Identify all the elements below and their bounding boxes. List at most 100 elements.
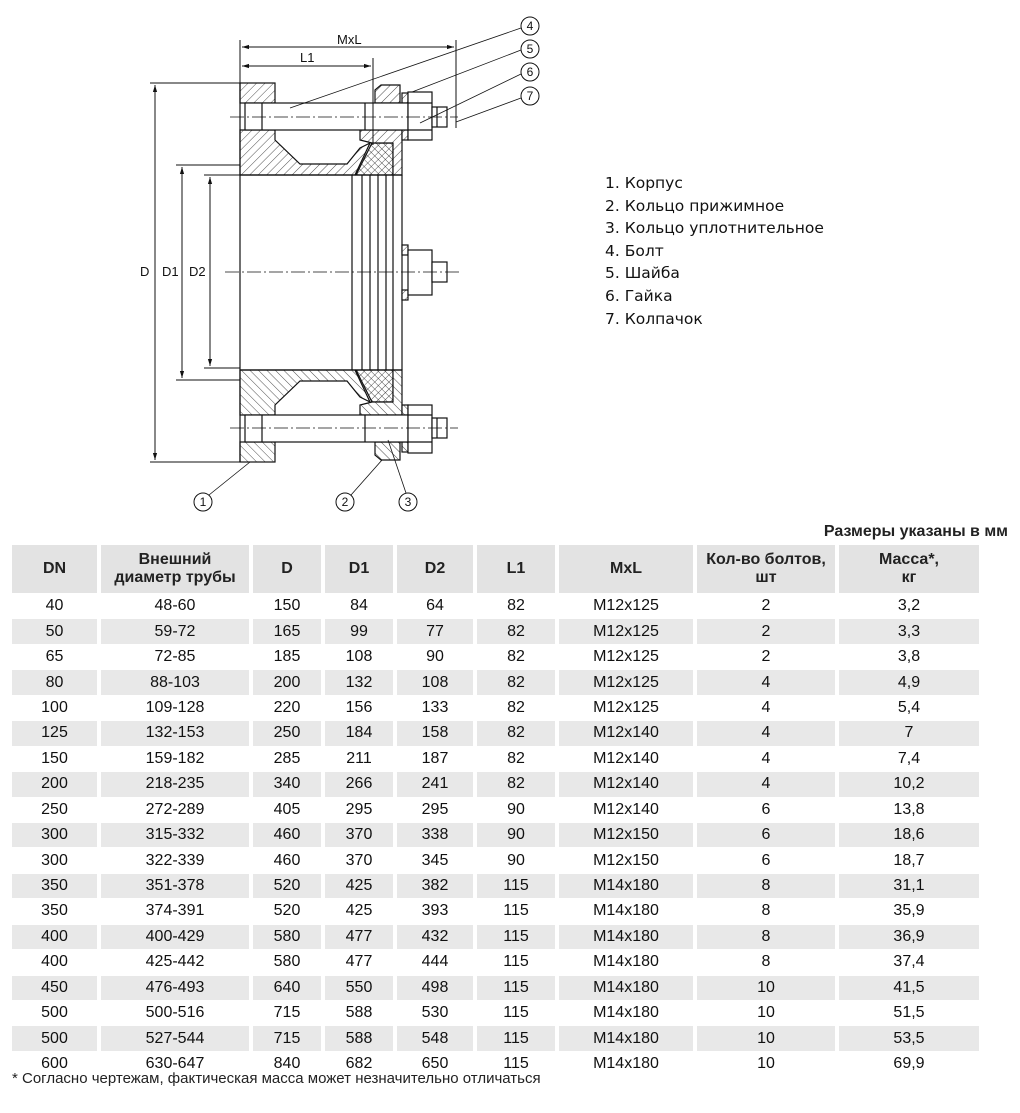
table-cell: M12x125 [559, 694, 693, 720]
callout-7: 7 [527, 89, 534, 103]
table-cell: 548 [397, 1025, 473, 1051]
table-cell: 527-544 [101, 1025, 249, 1051]
units-note: Размеры указаны в мм [823, 523, 1008, 540]
header-line: кг [901, 569, 917, 586]
table-cell: 108 [397, 669, 473, 695]
table-cell: 450 [12, 974, 97, 1000]
table-cell: 72-85 [101, 643, 249, 669]
table-cell: 10 [697, 1025, 835, 1051]
table-cell: 340 [253, 771, 321, 797]
table-cell: 115 [477, 898, 555, 923]
table-row: 500 500-516 715 588 530 115 M14x180 10 51,5 [12, 1000, 979, 1025]
table-cell: 520 [253, 872, 321, 899]
table-cell: 82 [477, 669, 555, 695]
table-cell: M12x140 [559, 720, 693, 746]
header-line: L1 [506, 560, 526, 577]
table-cell: 115 [477, 1050, 555, 1076]
table-cell: 80 [12, 669, 97, 695]
table-row: 250 272-289 405 295 295 90 M12x140 6 13,8 [12, 796, 979, 822]
table-cell: 588 [325, 1000, 393, 1025]
table-cell: M12x125 [559, 643, 693, 669]
table-cell: M14x180 [559, 1025, 693, 1051]
table-cell: 10 [697, 1050, 835, 1076]
table-cell: 550 [325, 974, 393, 1000]
table-cell: 4 [697, 669, 835, 695]
table-cell: 18,7 [839, 847, 979, 872]
table-cell: 115 [477, 1025, 555, 1051]
table-cell: 444 [397, 949, 473, 974]
table-cell: 82 [477, 643, 555, 669]
table-cell: M12x150 [559, 847, 693, 872]
table-cell: 31,1 [839, 872, 979, 899]
column-header: Внешний диаметр трубы [101, 545, 249, 593]
table-cell: 338 [397, 821, 473, 848]
table-cell: 520 [253, 898, 321, 923]
table-cell: 132-153 [101, 720, 249, 746]
table-row: 350 351-378 520 425 382 115 M14x180 8 31,1 [12, 872, 979, 899]
table-cell: M12x125 [559, 669, 693, 695]
table-cell: 4 [697, 745, 835, 771]
callout-6: 6 [527, 65, 534, 79]
table-cell: 59-72 [101, 618, 249, 644]
header-line: D2 [424, 560, 446, 577]
table-cell: M12x125 [559, 618, 693, 644]
table-cell: 432 [397, 923, 473, 950]
table-row: 350 374-391 520 425 393 115 M14x180 8 35,9 [12, 898, 979, 923]
table-cell: 500 [12, 1025, 97, 1051]
table-cell: 77 [397, 618, 473, 644]
table-row: 300 315-332 460 370 338 90 M12x150 6 18,6 [12, 821, 979, 848]
table-row: 500 527-544 715 588 548 115 M14x180 10 53,5 [12, 1025, 979, 1051]
column-header: DN [12, 545, 97, 593]
legend-item: 4. Болт [605, 241, 664, 260]
column-header: D [253, 545, 321, 593]
table-cell: 125 [12, 720, 97, 746]
table-cell: 500 [12, 1000, 97, 1025]
table-cell: 115 [477, 974, 555, 1000]
table-cell: 351-378 [101, 872, 249, 899]
table-cell: 425 [325, 872, 393, 899]
table-cell: M14x180 [559, 1050, 693, 1076]
column-header: Масса*, кг [839, 545, 979, 593]
table-cell: M12x140 [559, 796, 693, 822]
table-cell: 840 [253, 1050, 321, 1076]
table-row: 400 400-429 580 477 432 115 M14x180 8 36,9 [12, 923, 979, 950]
table-cell: 90 [477, 821, 555, 848]
table-header-row: DN Внешний диаметр трубы D D1 D2 L1 MxL Кол-во б… [12, 545, 979, 593]
table-cell: 3,8 [839, 643, 979, 669]
table-cell: 150 [12, 745, 97, 771]
table-cell: 200 [253, 669, 321, 695]
table-cell: 99 [325, 618, 393, 644]
table-cell: 425 [325, 898, 393, 923]
table-row: 125 132-153 250 184 158 82 M12x140 4 7 [12, 720, 979, 746]
table-row: 80 88-103 200 132 108 82 M12x125 4 4,9 [12, 669, 979, 695]
table-cell: 211 [325, 745, 393, 771]
column-header: D2 [397, 545, 473, 593]
table-cell: 65 [12, 643, 97, 669]
table-cell: 108 [325, 643, 393, 669]
table-cell: 405 [253, 796, 321, 822]
column-header: L1 [477, 545, 555, 593]
table-cell: 580 [253, 923, 321, 950]
table-cell: 682 [325, 1050, 393, 1076]
table-cell: M14x180 [559, 974, 693, 1000]
table-cell: 220 [253, 694, 321, 720]
table-cell: 10 [697, 974, 835, 1000]
table-cell: 640 [253, 974, 321, 1000]
table-cell: 82 [477, 771, 555, 797]
table-cell: 51,5 [839, 1000, 979, 1025]
table-cell: 6 [697, 847, 835, 872]
table-cell: 315-332 [101, 821, 249, 848]
table-cell: 2 [697, 593, 835, 618]
table-cell: 3,3 [839, 618, 979, 644]
table-cell: 82 [477, 745, 555, 771]
table-cell: 156 [325, 694, 393, 720]
table-cell: 185 [253, 643, 321, 669]
table-cell: 165 [253, 618, 321, 644]
table-cell: 37,4 [839, 949, 979, 974]
table-row: 300 322-339 460 370 345 90 M12x150 6 18,7 [12, 847, 979, 872]
table-cell: 53,5 [839, 1025, 979, 1051]
table-cell: 345 [397, 847, 473, 872]
table-cell: 18,6 [839, 821, 979, 848]
table-cell: 84 [325, 593, 393, 618]
table-cell: 266 [325, 771, 393, 797]
